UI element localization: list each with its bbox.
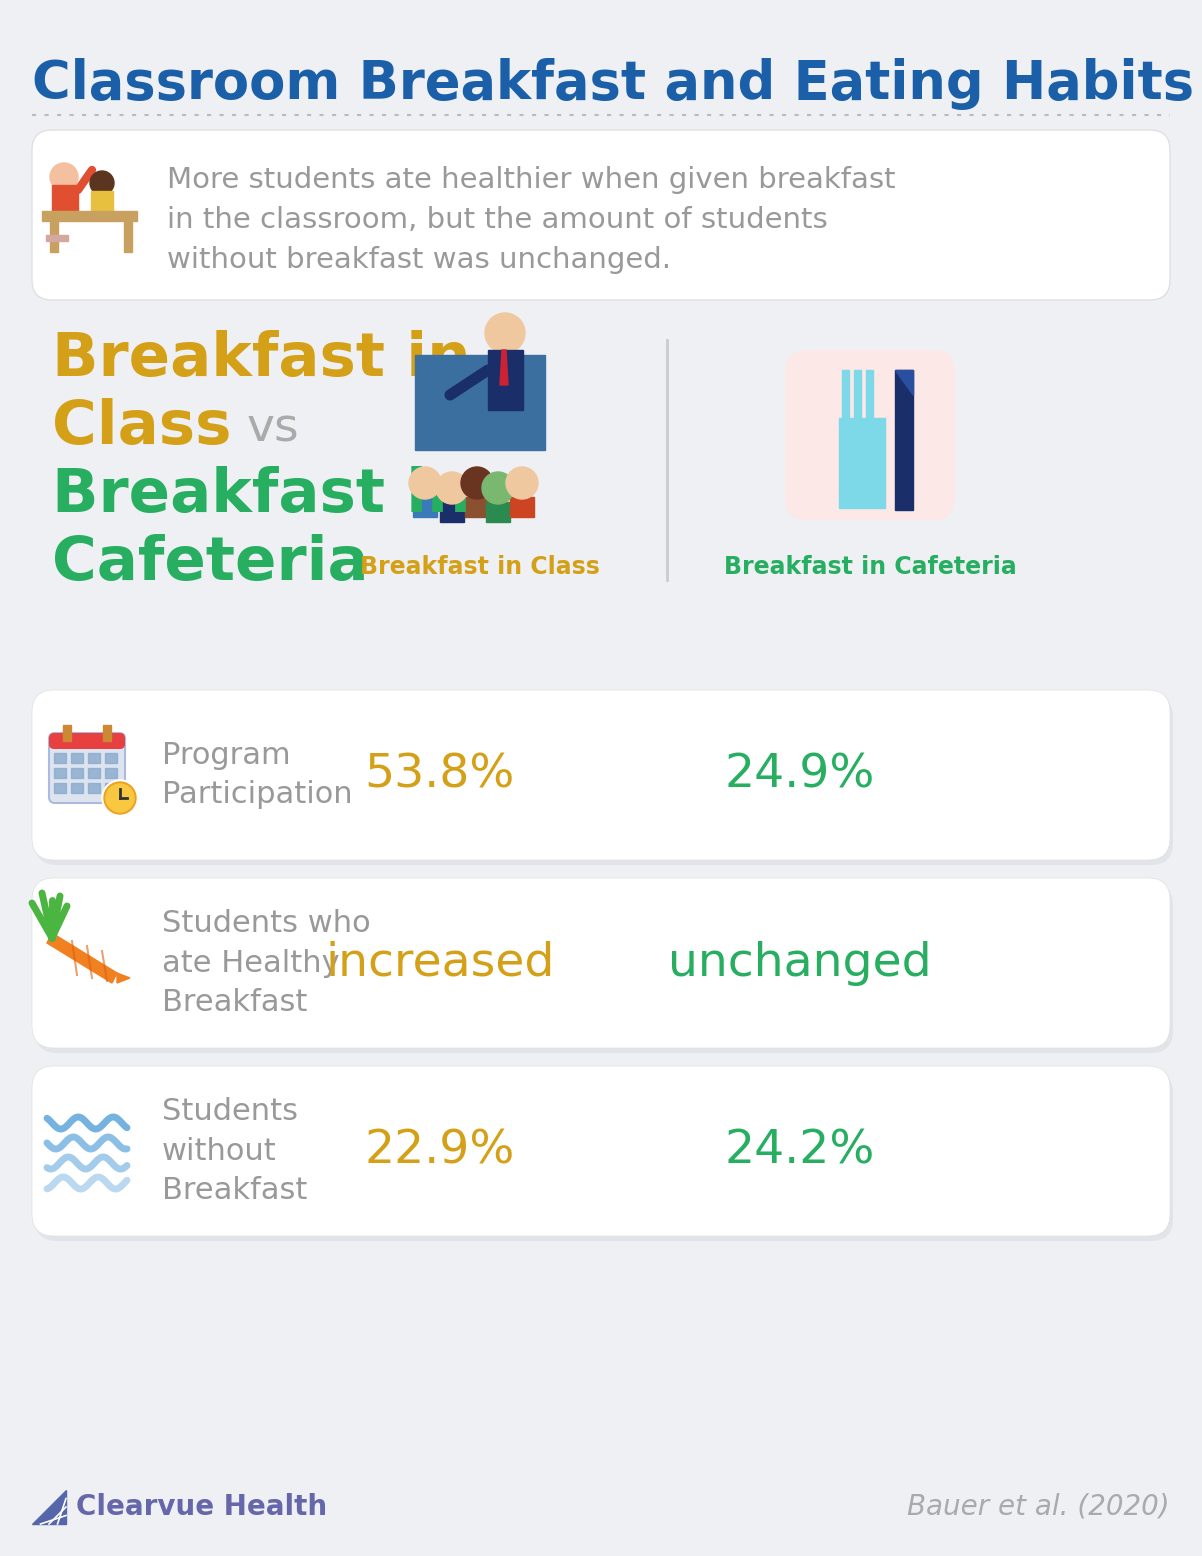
FancyBboxPatch shape	[32, 1066, 1170, 1235]
Circle shape	[462, 467, 493, 499]
Bar	[440, 503, 464, 521]
Bar	[42, 212, 137, 221]
Bar	[71, 783, 83, 794]
Circle shape	[436, 471, 468, 504]
FancyBboxPatch shape	[49, 733, 125, 748]
FancyBboxPatch shape	[785, 350, 956, 520]
FancyBboxPatch shape	[32, 689, 1170, 860]
FancyBboxPatch shape	[49, 733, 125, 803]
Text: More students ate healthier when given breakfast
in the classroom, but the amoun: More students ate healthier when given b…	[167, 166, 895, 274]
Text: Clearvue Health: Clearvue Health	[76, 1494, 327, 1522]
Bar	[488, 350, 523, 409]
Bar	[510, 496, 534, 517]
Bar	[105, 769, 117, 778]
Bar	[63, 725, 71, 741]
Polygon shape	[117, 972, 130, 983]
Circle shape	[482, 471, 514, 504]
Polygon shape	[32, 1491, 66, 1523]
Circle shape	[90, 171, 114, 194]
Text: Students
without
Breakfast: Students without Breakfast	[162, 1097, 308, 1204]
Text: 24.2%: 24.2%	[725, 1128, 875, 1173]
Text: 53.8%: 53.8%	[365, 753, 516, 798]
Circle shape	[106, 784, 133, 812]
Bar	[52, 185, 78, 213]
Text: Bauer et al. (2020): Bauer et al. (2020)	[908, 1494, 1170, 1522]
Bar	[105, 753, 117, 762]
Bar	[71, 753, 83, 762]
Text: Classroom Breakfast and Eating Habits: Classroom Breakfast and Eating Habits	[32, 58, 1194, 110]
Circle shape	[105, 783, 136, 814]
Bar	[54, 783, 66, 794]
Bar	[853, 370, 861, 420]
FancyBboxPatch shape	[32, 878, 1170, 1049]
Text: vs: vs	[246, 406, 299, 451]
Bar	[841, 370, 849, 420]
Bar	[486, 503, 510, 521]
Text: Class: Class	[52, 398, 232, 457]
Bar	[88, 769, 100, 778]
Circle shape	[409, 467, 441, 499]
Bar	[895, 370, 914, 510]
Bar	[50, 219, 58, 252]
FancyBboxPatch shape	[35, 1071, 1173, 1242]
Text: Students who
ate Healthy
Breakfast: Students who ate Healthy Breakfast	[162, 909, 370, 1018]
Circle shape	[506, 467, 538, 499]
Bar	[46, 235, 69, 241]
Text: Breakfast in: Breakfast in	[52, 330, 471, 389]
Bar	[88, 783, 100, 794]
Bar	[413, 496, 438, 517]
Bar	[839, 419, 885, 507]
FancyBboxPatch shape	[35, 696, 1173, 865]
Bar	[124, 219, 132, 252]
Bar	[105, 783, 117, 794]
Text: Program
Participation: Program Participation	[162, 741, 352, 809]
FancyBboxPatch shape	[35, 882, 1173, 1053]
Polygon shape	[895, 370, 914, 395]
Text: Cafeteria: Cafeteria	[52, 534, 369, 593]
Bar	[54, 769, 66, 778]
Bar	[54, 753, 66, 762]
Text: 22.9%: 22.9%	[365, 1128, 516, 1173]
Text: unchanged: unchanged	[668, 940, 932, 985]
Bar	[71, 769, 83, 778]
Bar	[415, 355, 545, 450]
Text: Breakfast in Class: Breakfast in Class	[361, 555, 600, 579]
Bar	[91, 191, 113, 215]
FancyBboxPatch shape	[32, 131, 1170, 300]
Text: increased: increased	[326, 940, 554, 985]
Bar	[865, 370, 873, 420]
Circle shape	[484, 313, 525, 353]
Text: 24.9%: 24.9%	[725, 753, 875, 798]
Bar	[103, 725, 111, 741]
Text: Breakfast in Cafeteria: Breakfast in Cafeteria	[724, 555, 1017, 579]
Circle shape	[50, 163, 78, 191]
Text: Breakfast in: Breakfast in	[52, 465, 471, 524]
Polygon shape	[47, 934, 117, 983]
Circle shape	[102, 780, 138, 815]
Bar	[88, 753, 100, 762]
Polygon shape	[500, 350, 508, 384]
Bar	[465, 496, 489, 517]
